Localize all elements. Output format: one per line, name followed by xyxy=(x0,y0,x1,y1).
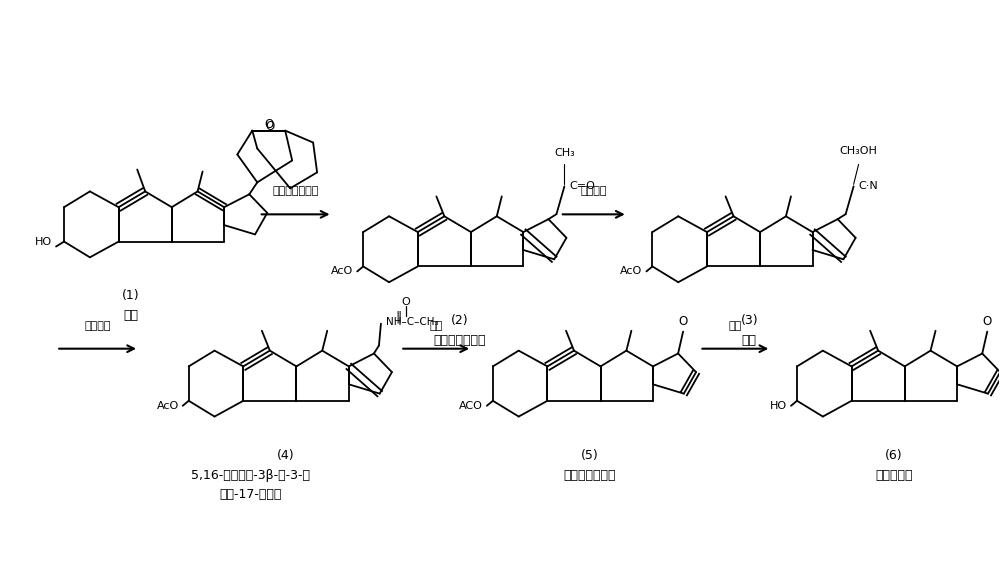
Text: (1): (1) xyxy=(122,290,140,303)
Text: NH–C–CH₃: NH–C–CH₃ xyxy=(386,317,439,327)
Text: (2): (2) xyxy=(451,314,469,327)
Text: 水解: 水解 xyxy=(430,321,443,331)
Text: ‖: ‖ xyxy=(396,310,402,323)
Text: 去氢表雄酮: 去氢表雄酮 xyxy=(875,468,913,481)
Text: (5): (5) xyxy=(581,449,599,461)
Text: 醒酸回流、水解: 醒酸回流、水解 xyxy=(272,187,319,196)
Text: CH₃OH: CH₃OH xyxy=(840,146,878,156)
Text: HO: HO xyxy=(770,401,787,411)
Text: AcO: AcO xyxy=(620,266,642,277)
Text: (4): (4) xyxy=(277,449,294,461)
Text: AcO: AcO xyxy=(156,401,179,411)
Text: 酮肿: 酮肿 xyxy=(742,334,757,347)
Text: 5,16-孕甚二烯-3β-醇-3-醒: 5,16-孕甚二烯-3β-醇-3-醒 xyxy=(191,468,310,481)
Text: 贝氏反应: 贝氏反应 xyxy=(84,321,111,331)
Text: 醒酸去氢表雄酮: 醒酸去氢表雄酮 xyxy=(564,468,616,481)
Text: O: O xyxy=(266,120,275,133)
Text: ACO: ACO xyxy=(459,401,483,411)
Text: HO: HO xyxy=(35,237,52,246)
Text: 水解: 水解 xyxy=(729,321,742,331)
Text: C·N: C·N xyxy=(859,182,878,191)
Text: (3): (3) xyxy=(740,314,758,327)
Text: O: O xyxy=(264,118,273,131)
Text: O: O xyxy=(983,315,992,328)
Text: 酸酯-17-乙酰胺: 酸酯-17-乙酰胺 xyxy=(220,488,282,501)
Text: 肏化反应: 肏化反应 xyxy=(580,187,607,196)
Text: CH₃: CH₃ xyxy=(554,149,575,158)
Text: (6): (6) xyxy=(885,449,903,461)
Text: 双烯醇酮醒酸酯: 双烯醇酮醒酸酯 xyxy=(434,334,486,347)
Text: 皮素: 皮素 xyxy=(124,310,139,323)
Text: O: O xyxy=(678,315,688,328)
Text: C=O: C=O xyxy=(569,182,595,191)
Text: O: O xyxy=(401,297,410,307)
Text: AcO: AcO xyxy=(331,266,353,277)
